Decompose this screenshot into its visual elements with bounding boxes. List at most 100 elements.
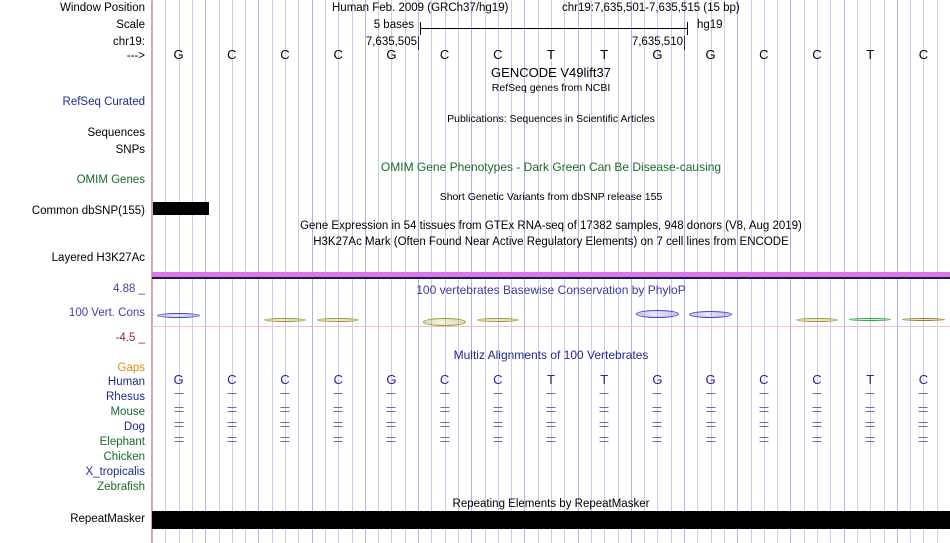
multiz-base: C — [812, 372, 822, 387]
conservation-bar[interactable] — [902, 318, 945, 321]
label-snps[interactable]: SNPs — [115, 144, 145, 156]
label-scale[interactable]: Scale — [116, 19, 145, 31]
label-100-vert-cons[interactable]: 100 Vert. Cons — [68, 307, 145, 319]
conservation-bar[interactable] — [689, 311, 732, 318]
multiz-row-mouse[interactable] — [152, 404, 950, 416]
conservation-bar-glyph — [157, 313, 200, 318]
track-label-gutter: Window Position Scale chr19: ---> RefSeq… — [0, 0, 151, 543]
track-center-h3k27ac: H3K27Ac Mark (Often Found Near Active Re… — [313, 236, 789, 248]
repeatmasker-feature-bar[interactable] — [152, 511, 950, 529]
conservation-bar[interactable] — [476, 318, 520, 323]
scale-bar-label: 5 bases — [373, 19, 414, 31]
window-position-value: Human Feb. 2009 (GRCh37/hg19) — [332, 2, 509, 14]
multiz-double-dash — [684, 407, 737, 413]
multiz-row-zebrafish[interactable] — [152, 479, 950, 491]
conservation-bar[interactable] — [316, 318, 360, 323]
multiz-row-dog[interactable] — [152, 419, 950, 431]
label-strand[interactable]: ---> — [126, 50, 145, 62]
multiz-double-dash — [578, 422, 631, 428]
species-label-zebrafish[interactable]: Zebrafish — [97, 481, 145, 493]
sequence-base: C — [759, 47, 769, 62]
multiz-double-dash — [312, 407, 365, 413]
multiz-double-dash — [205, 407, 258, 413]
multiz-double-dash — [790, 422, 843, 428]
label-refseq-curated[interactable]: RefSeq Curated — [62, 96, 145, 108]
multiz-dash — [365, 393, 418, 399]
multiz-double-dash — [152, 437, 205, 443]
track-center-cons: 100 vertebrates Basewise Conservation by… — [416, 283, 686, 297]
multiz-base: C — [333, 372, 343, 387]
multiz-row-x_tropicalis[interactable] — [152, 464, 950, 476]
multiz-row-rhesus[interactable] — [152, 389, 950, 401]
sequence-base: T — [547, 47, 555, 62]
conservation-bar-glyph — [689, 311, 732, 318]
multiz-double-dash — [578, 407, 631, 413]
multiz-double-dash — [524, 422, 577, 428]
track-center-refseq: RefSeq genes from NCBI — [491, 82, 611, 94]
multiz-base: G — [652, 372, 663, 387]
multiz-double-dash — [418, 407, 471, 413]
dbsnp-feature-bar[interactable] — [153, 202, 209, 215]
multiz-dash — [312, 393, 365, 399]
conservation-bar[interactable] — [157, 313, 200, 318]
multiz-double-dash — [844, 437, 897, 443]
species-label-rhesus[interactable]: Rhesus — [106, 391, 145, 403]
multiz-base: C — [227, 372, 237, 387]
label-layered-h3k27ac[interactable]: Layered H3K27Ac — [51, 252, 145, 264]
conservation-bar[interactable] — [848, 318, 892, 321]
conservation-track[interactable] — [152, 300, 950, 340]
track-center-omim: OMIM Gene Phenotypes - Dark Green Can Be… — [380, 160, 722, 174]
species-label-elephant[interactable]: Elephant — [99, 436, 145, 448]
sequence-base: C — [493, 47, 503, 62]
track-center-dbsnp: Short Genetic Variants from dbSNP releas… — [439, 191, 663, 203]
label-cons-max: 4.88 _ — [113, 283, 145, 295]
label-common-dbsnp[interactable]: Common dbSNP(155) — [31, 205, 145, 217]
label-omim-genes[interactable]: OMIM Genes — [76, 174, 145, 186]
multiz-double-dash — [844, 422, 897, 428]
species-label-dog[interactable]: Dog — [123, 421, 145, 433]
multiz-dash — [737, 393, 790, 399]
multiz-row-elephant[interactable] — [152, 434, 950, 446]
label-gaps[interactable]: Gaps — [117, 362, 146, 374]
label-chrom[interactable]: chr19: — [113, 36, 145, 48]
species-label-x_tropicalis[interactable]: X_tropicalis — [85, 466, 145, 478]
multiz-double-dash — [418, 437, 471, 443]
multiz-double-dash — [365, 422, 418, 428]
ruler-tick — [418, 36, 419, 50]
multiz-base: G — [386, 372, 397, 387]
multiz-double-dash — [205, 422, 258, 428]
label-window-position[interactable]: Window Position — [59, 2, 145, 14]
multiz-double-dash — [418, 422, 471, 428]
label-repeatmasker[interactable]: RepeatMasker — [70, 513, 145, 525]
multiz-double-dash — [897, 407, 950, 413]
sequence-base: C — [280, 47, 290, 62]
conservation-bar-glyph — [476, 318, 520, 323]
conservation-bar-glyph — [795, 318, 839, 323]
conservation-bar[interactable] — [423, 318, 466, 326]
multiz-row-chicken[interactable] — [152, 449, 950, 461]
data-panel[interactable]: Human Feb. 2009 (GRCh37/hg19) chr19:7,63… — [152, 0, 950, 543]
species-label-chicken[interactable]: Chicken — [103, 451, 145, 463]
multiz-base: C — [280, 372, 290, 387]
species-label-mouse[interactable]: Mouse — [110, 406, 145, 418]
track-center-gencode: GENCODE V49lift37 — [491, 65, 611, 80]
sequence-base: G — [173, 47, 184, 62]
track-center-gtex: Gene Expression in 54 tissues from GTEx … — [300, 220, 802, 232]
label-sequences[interactable]: Sequences — [87, 127, 145, 139]
multiz-double-dash — [312, 422, 365, 428]
species-label-human[interactable]: Human — [107, 376, 145, 388]
multiz-dash — [418, 393, 471, 399]
conservation-bar[interactable] — [636, 310, 679, 318]
scale-bar-axis — [420, 28, 688, 29]
position-ruler: 7,635,505 7,635,510 — [152, 36, 950, 50]
multiz-dash — [631, 393, 684, 399]
conservation-bar[interactable] — [263, 318, 307, 323]
h3k27ac-layer-bar[interactable] — [152, 272, 950, 277]
multiz-base: T — [547, 372, 555, 387]
sequence-base: C — [918, 47, 929, 62]
conservation-bar[interactable] — [795, 318, 839, 323]
